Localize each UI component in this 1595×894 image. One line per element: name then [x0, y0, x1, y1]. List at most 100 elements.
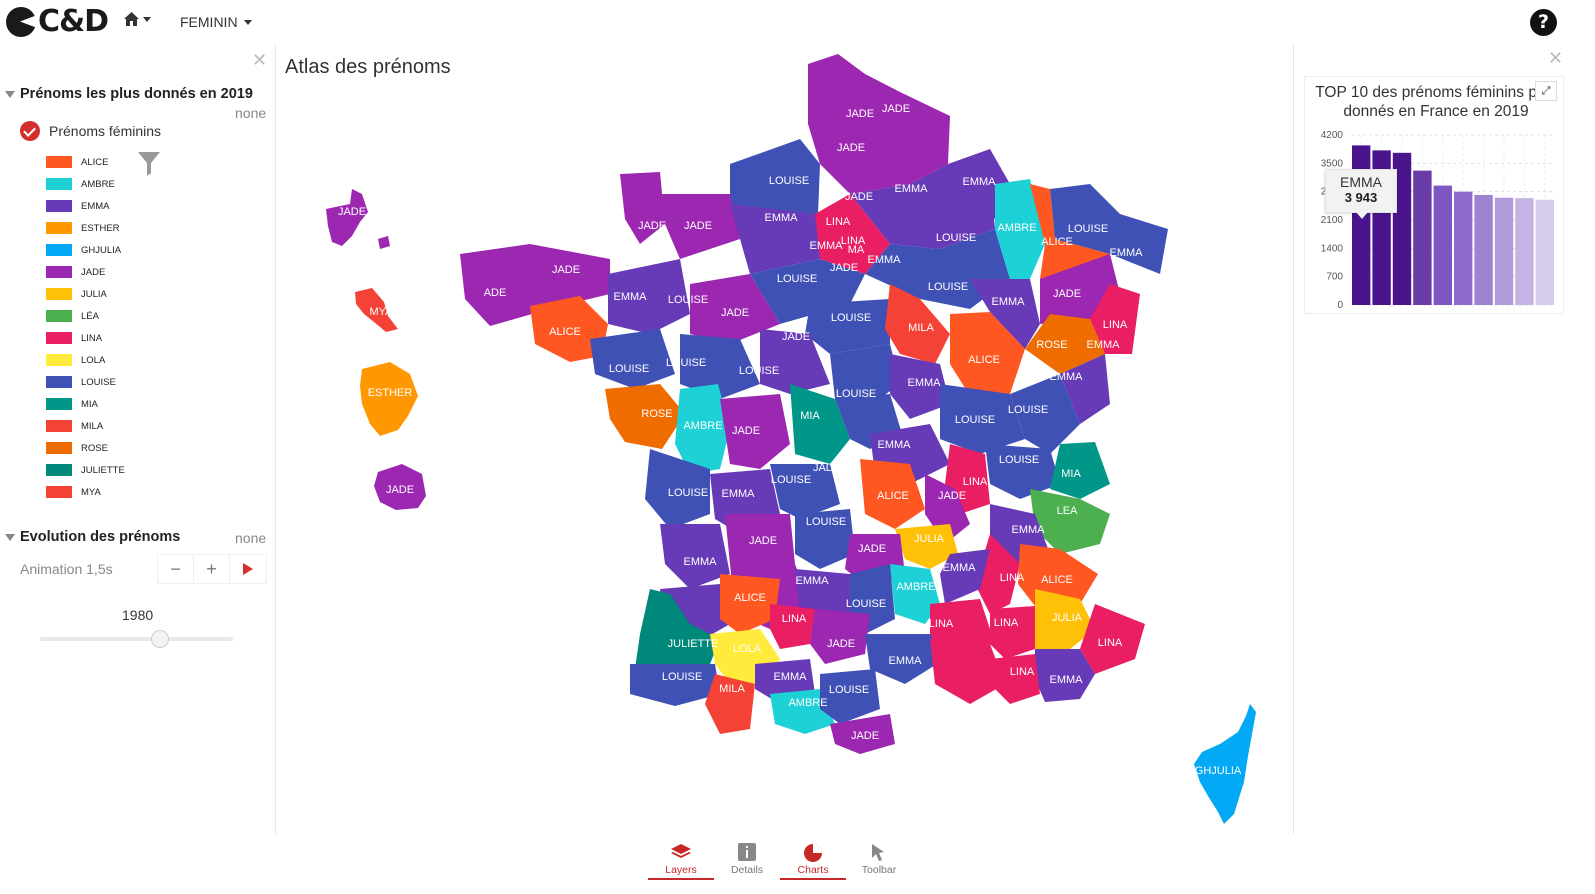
app-logo[interactable]: C&D: [6, 4, 109, 39]
increase-speed-button[interactable]: +: [194, 555, 230, 583]
legend-item[interactable]: JULIA: [46, 283, 125, 305]
legend-item[interactable]: LOUISE: [46, 371, 125, 393]
map-region[interactable]: [1010, 374, 1080, 454]
map-region[interactable]: [1050, 442, 1110, 499]
map-region[interactable]: [860, 459, 925, 529]
map-region[interactable]: [645, 449, 710, 529]
play-button[interactable]: [230, 555, 266, 583]
map-region[interactable]: [730, 139, 820, 224]
map-region[interactable]: [770, 604, 815, 649]
map-region[interactable]: [930, 639, 1005, 704]
map-region[interactable]: [865, 634, 945, 684]
map-region[interactable]: [940, 549, 990, 604]
map-region[interactable]: [885, 284, 950, 364]
map-region[interactable]: [1035, 589, 1095, 649]
map-region[interactable]: [810, 609, 870, 664]
map-region[interactable]: [1025, 314, 1105, 374]
close-panel-icon[interactable]: ✕: [252, 50, 268, 71]
map-region[interactable]: [805, 299, 890, 354]
map-region[interactable]: [730, 204, 820, 274]
map-region[interactable]: [865, 229, 1010, 309]
tab-layers[interactable]: Layers: [648, 838, 714, 880]
year-slider-handle[interactable]: [150, 630, 169, 648]
home-menu-button[interactable]: [123, 11, 151, 27]
map-region[interactable]: [995, 179, 1045, 279]
collapse-triangle-icon[interactable]: [5, 91, 15, 98]
layer-checked-icon[interactable]: [20, 121, 40, 141]
map-region-guyane[interactable]: [360, 362, 418, 436]
map-region[interactable]: [1050, 184, 1168, 274]
chart-bar[interactable]: [1433, 185, 1452, 305]
map-region[interactable]: [608, 259, 690, 334]
legend-item[interactable]: LOLA: [46, 349, 125, 371]
map-region-reunion[interactable]: [374, 464, 426, 510]
chart-bar[interactable]: [1413, 170, 1432, 305]
legend-item[interactable]: ALICE: [46, 151, 125, 173]
map-region[interactable]: [1035, 649, 1095, 702]
legend-item[interactable]: JULIETTE: [46, 459, 125, 481]
map-region-guadeloupe-islet[interactable]: [378, 236, 390, 249]
chart-bar[interactable]: [1454, 191, 1473, 305]
map-region[interactable]: [680, 334, 760, 399]
map-region[interactable]: [635, 589, 720, 669]
map-region[interactable]: [720, 394, 790, 469]
legend-item[interactable]: AMBRE: [46, 173, 125, 195]
map-region[interactable]: [895, 524, 958, 569]
collapse-triangle-icon[interactable]: [5, 534, 15, 541]
legend-item[interactable]: LINA: [46, 327, 125, 349]
legend-item[interactable]: MILA: [46, 415, 125, 437]
map-region[interactable]: [605, 384, 685, 449]
map-region[interactable]: [820, 669, 880, 724]
map-region-guadeloupe[interactable]: [326, 189, 368, 246]
tab-toolbar[interactable]: Toolbar: [846, 838, 912, 880]
tab-details[interactable]: Details: [714, 838, 780, 880]
help-icon[interactable]: ?: [1530, 9, 1557, 36]
map-region-martinique[interactable]: [355, 288, 398, 332]
map-region[interactable]: [830, 714, 895, 754]
map-region[interactable]: [590, 329, 675, 389]
map-region[interactable]: [940, 384, 1025, 454]
chart-bar[interactable]: [1535, 199, 1554, 305]
map-region[interactable]: [460, 244, 610, 326]
map-region[interactable]: [948, 149, 1010, 229]
map-region[interactable]: [705, 674, 755, 734]
map-region[interactable]: [1090, 284, 1140, 354]
map-region[interactable]: [660, 194, 740, 259]
legend-item[interactable]: JADE: [46, 261, 125, 283]
legend-item[interactable]: ESTHER: [46, 217, 125, 239]
filter-icon[interactable]: [138, 152, 160, 176]
map-region[interactable]: [675, 384, 730, 474]
chart-bar[interactable]: [1515, 198, 1534, 305]
map-region[interactable]: [660, 524, 730, 589]
legend-item[interactable]: MYA: [46, 481, 125, 503]
map-region[interactable]: [985, 444, 1060, 499]
map-region[interactable]: [830, 344, 900, 409]
map-region[interactable]: [815, 194, 890, 274]
legend-item[interactable]: MIA: [46, 393, 125, 415]
none-link[interactable]: none: [235, 105, 267, 121]
legend-item[interactable]: EMMA: [46, 195, 125, 217]
map-region[interactable]: [1080, 604, 1145, 674]
map-region[interactable]: [690, 274, 780, 344]
france-map[interactable]: [290, 44, 1280, 834]
map-region[interactable]: [620, 172, 665, 244]
map-region-corse[interactable]: [1194, 704, 1256, 824]
map-region[interactable]: [760, 329, 830, 394]
map-region[interactable]: [795, 509, 855, 569]
year-slider[interactable]: [40, 630, 233, 648]
map-region[interactable]: [890, 564, 940, 624]
map-region[interactable]: [808, 54, 950, 194]
gender-menu-button[interactable]: FEMININ: [180, 14, 252, 30]
chart-bar[interactable]: [1494, 197, 1514, 305]
close-panel-icon[interactable]: ✕: [1548, 48, 1564, 69]
map-region[interactable]: [770, 464, 840, 519]
none-link[interactable]: none: [235, 530, 267, 546]
map-region[interactable]: [930, 599, 995, 654]
decrease-speed-button[interactable]: −: [158, 555, 194, 583]
map-region[interactable]: [530, 296, 608, 362]
map-region[interactable]: [1030, 489, 1110, 554]
chart-bar[interactable]: [1392, 152, 1412, 305]
map-region[interactable]: [990, 606, 1035, 659]
map-region[interactable]: [970, 279, 1040, 349]
section-title-top-names[interactable]: Prénoms les plus donnés en 2019: [20, 86, 253, 102]
